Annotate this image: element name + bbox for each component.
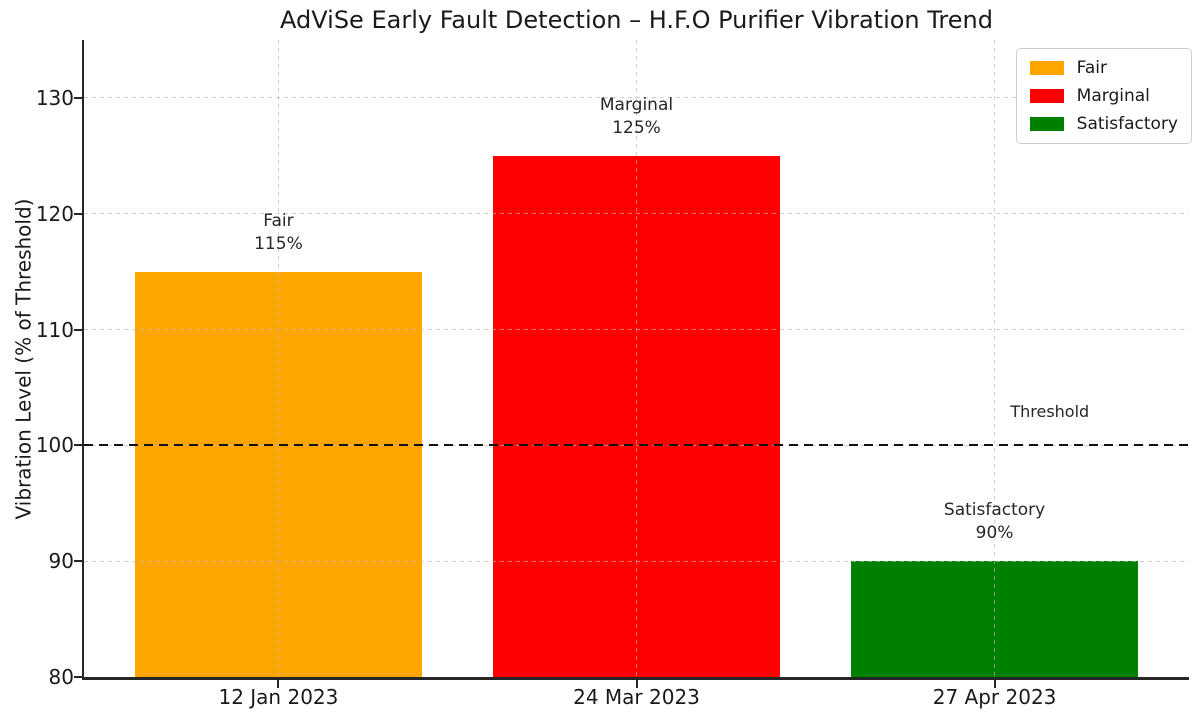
threshold-label: Threshold: [1010, 402, 1090, 422]
bar-value-label: Marginal 125%: [599, 94, 674, 138]
x-tick-label: 27 Apr 2023: [932, 685, 1057, 709]
legend-entry: Marginal: [1029, 86, 1178, 106]
y-tick-mark: [73, 328, 82, 331]
bar-value-label: Fair 115%: [254, 210, 303, 254]
y-tick-label: 120: [35, 201, 74, 226]
legend-swatch-satisfactory: [1029, 117, 1064, 131]
legend-entry-label: Marginal: [1076, 86, 1150, 106]
legend: Fair Marginal Satisfactory: [1015, 48, 1192, 144]
y-axis-label-column: Vibration Level (% of Threshold): [6, 40, 40, 677]
x-gridline: [636, 40, 637, 677]
y-tick-label: 110: [35, 317, 74, 342]
threshold-line: [84, 444, 1189, 447]
x-tick-mark: [635, 679, 638, 688]
legend-entry-label: Fair: [1076, 58, 1108, 78]
x-tick-label: 12 Jan 2023: [218, 685, 339, 709]
x-axis-spine: [81, 677, 1189, 680]
y-tick-mark: [73, 96, 82, 99]
y-tick-mark: [73, 444, 82, 447]
bar-value-label: Satisfactory 90%: [943, 500, 1046, 544]
x-tick-mark: [277, 679, 280, 688]
legend-entry: Satisfactory: [1029, 114, 1178, 134]
y-tick-label: 100: [35, 433, 74, 458]
x-tick-mark: [993, 679, 996, 688]
y-tick-label: 80: [48, 665, 74, 689]
y-tick-mark: [73, 560, 82, 563]
chart-title: AdViSe Early Fault Detection – H.F.O Pur…: [280, 6, 993, 34]
legend-entry-label: Satisfactory: [1076, 114, 1178, 134]
plot-area: Fair Marginal Satisfactory 80 90 100 110 120 13…: [36, 40, 1192, 709]
y-tick-label: 130: [35, 85, 74, 110]
y-tick-mark: [73, 676, 82, 678]
y-tick-label: 90: [48, 549, 74, 574]
legend-entry: Fair: [1029, 58, 1178, 78]
x-gridline: [994, 40, 996, 677]
x-tick-label: 24 Mar 2023: [573, 685, 700, 709]
y-axis-label: Vibration Level (% of Threshold): [11, 198, 35, 519]
legend-swatch-marginal: [1029, 89, 1064, 103]
y-axis-spine: [81, 40, 84, 680]
x-gridline: [277, 40, 279, 677]
legend-swatch-fair: [1029, 61, 1064, 75]
y-tick-mark: [73, 212, 82, 215]
